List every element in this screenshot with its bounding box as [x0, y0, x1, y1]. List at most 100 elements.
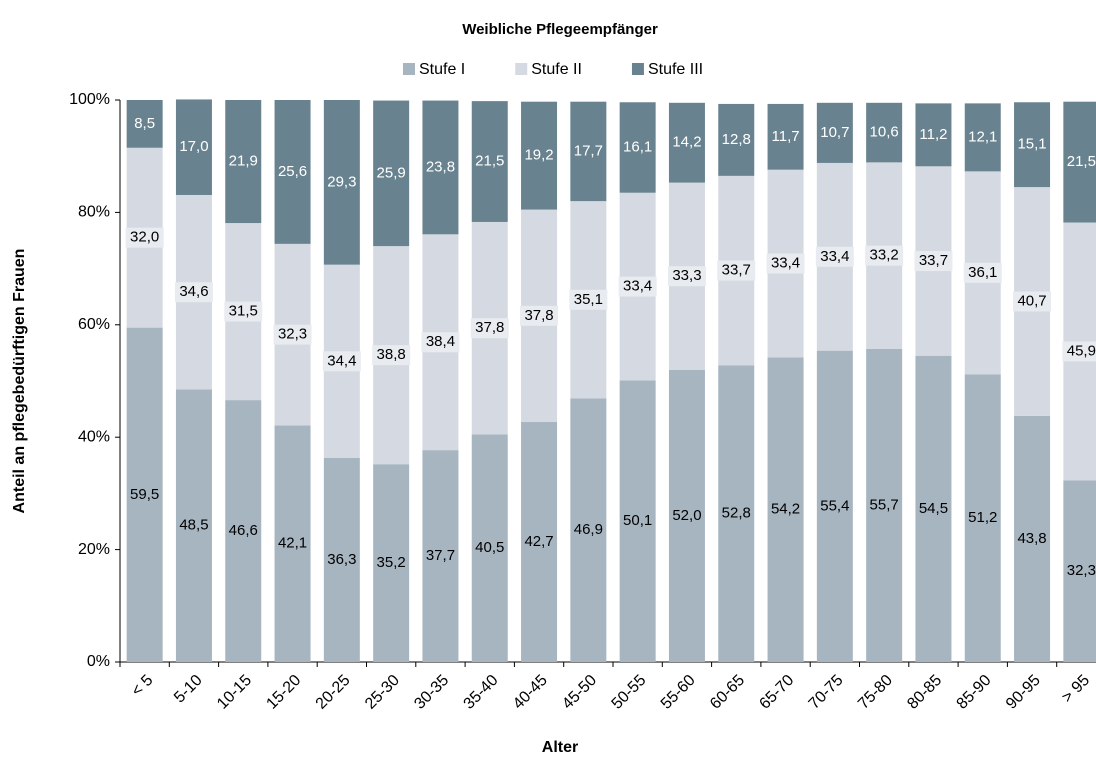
legend-swatch [403, 63, 415, 75]
label-box [520, 305, 559, 326]
bar-segment [668, 369, 705, 662]
data-label: 12,8 [722, 131, 751, 148]
x-tick-label: 30-35 [411, 672, 452, 713]
y-tick-label: 40% [78, 428, 110, 445]
bar-segment [1063, 480, 1096, 662]
data-label: 19,2 [524, 147, 553, 164]
data-label: 25,6 [278, 163, 307, 180]
data-label: 32,3 [1067, 562, 1096, 579]
x-tick-label: 35-40 [461, 672, 502, 713]
label-box [914, 251, 953, 272]
bar-segment [422, 450, 459, 662]
data-label: 32,0 [130, 229, 159, 246]
bar-segment [767, 357, 804, 662]
data-label: 48,5 [179, 517, 208, 534]
label-box [470, 318, 509, 339]
bar-segment [816, 350, 853, 662]
bar-segment [225, 400, 262, 662]
data-label: 54,5 [919, 500, 948, 517]
data-label: 31,5 [229, 303, 258, 320]
bar-segment [471, 101, 508, 222]
data-label: 21,5 [475, 153, 504, 170]
data-label: 21,5 [1067, 153, 1096, 170]
label-box [618, 276, 657, 297]
data-label: 37,7 [426, 547, 455, 564]
label-box [372, 345, 411, 366]
data-label: 21,9 [229, 153, 258, 170]
bar-segment [225, 100, 262, 224]
data-label: 25,9 [377, 164, 406, 181]
label-box [766, 253, 805, 274]
data-label: 33,2 [870, 247, 899, 264]
bar-segment [1014, 102, 1051, 188]
bar-segment [521, 422, 558, 662]
x-tick-label: < 5 [128, 672, 156, 700]
bar-segment [619, 380, 656, 662]
x-tick-label: 15-20 [263, 672, 304, 713]
x-tick-label: 5-10 [171, 672, 206, 707]
label-box [815, 246, 854, 267]
label-box [273, 324, 312, 345]
data-label: 42,1 [278, 535, 307, 552]
data-label: 38,4 [426, 333, 455, 350]
data-label: 36,3 [327, 551, 356, 568]
data-label: 34,4 [327, 352, 356, 369]
bar-segment [915, 103, 952, 167]
bar-segment [964, 374, 1001, 662]
bar-segment [175, 389, 212, 662]
data-label: 55,7 [870, 496, 899, 513]
data-label: 11,7 [772, 128, 800, 145]
legend-label: Stufe II [531, 61, 582, 78]
bar-segment [126, 327, 163, 662]
y-axis-title: Anteil an pflegebedürftigen Frauen [11, 249, 28, 514]
y-tick-label: 20% [78, 541, 110, 558]
bar-segment [422, 100, 459, 235]
x-tick-label: 90-95 [1003, 672, 1044, 713]
bar-segment [619, 102, 656, 193]
y-tick-label: 80% [78, 204, 110, 221]
data-label: 23,8 [426, 158, 455, 175]
bar-segment [521, 101, 558, 210]
data-label: 16,1 [623, 138, 652, 155]
data-label: 8,5 [134, 115, 155, 132]
x-tick-label: 45-50 [559, 672, 600, 713]
data-label: 10,6 [870, 124, 899, 141]
data-label: 40,5 [475, 539, 504, 556]
bar-segment [175, 99, 212, 195]
x-tick-label: > 95 [1059, 672, 1093, 706]
data-label: 15,1 [1017, 136, 1046, 153]
bar-segment [274, 425, 311, 662]
data-label: 33,3 [672, 267, 701, 284]
bar-segment [323, 457, 360, 662]
data-label: 42,7 [524, 533, 553, 550]
label-box [667, 266, 706, 287]
data-label: 37,8 [475, 319, 504, 336]
x-tick-label: 80-85 [904, 672, 945, 713]
data-label: 54,2 [771, 501, 800, 518]
data-label: 33,4 [820, 248, 849, 265]
label-box [421, 332, 460, 353]
data-label: 17,0 [179, 138, 208, 155]
data-label: 37,8 [524, 307, 553, 324]
bar-segment [816, 102, 853, 163]
x-axis-title: Alter [542, 739, 578, 756]
data-label: 52,8 [722, 505, 751, 522]
x-tick-label: 10-15 [214, 672, 255, 713]
bar-segment [718, 365, 755, 662]
label-box [125, 227, 164, 248]
data-label: 50,1 [623, 512, 652, 529]
legend-label: Stufe I [419, 61, 465, 78]
data-label: 33,4 [771, 255, 800, 272]
data-label: 59,5 [130, 486, 159, 503]
label-box [174, 282, 213, 303]
data-label: 33,7 [919, 252, 948, 269]
bar-segment [373, 100, 410, 247]
data-label: 34,6 [179, 283, 208, 300]
bar-segment [323, 100, 360, 265]
label-box [717, 260, 756, 281]
data-label: 38,8 [377, 346, 406, 363]
data-label: 10,7 [820, 124, 849, 141]
data-label: 43,8 [1017, 530, 1046, 547]
bar-segment [915, 355, 952, 662]
bar-segment [274, 100, 311, 244]
